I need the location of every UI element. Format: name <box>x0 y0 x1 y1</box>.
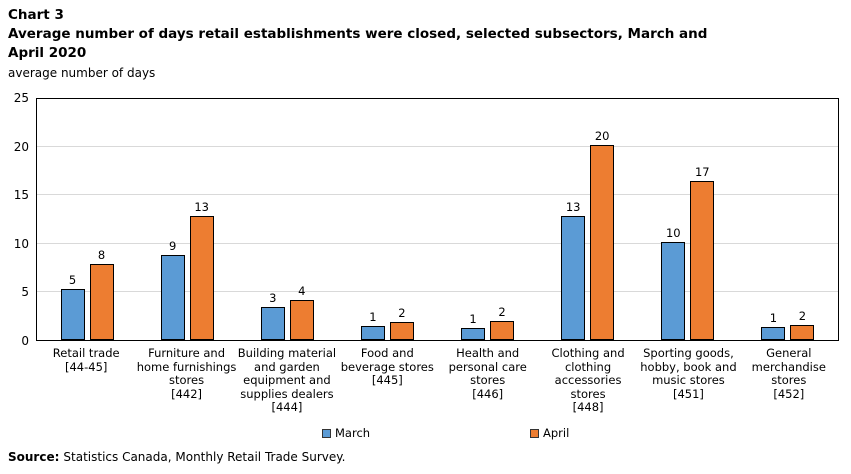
bar-value-label: 2 <box>498 305 506 319</box>
bar-value-label: 13 <box>565 200 581 214</box>
x-axis-label: Retail trade [44-45] <box>52 346 120 374</box>
gridline <box>37 243 838 244</box>
chart-title: Average number of days retail establishm… <box>8 26 708 61</box>
bar-value-label: 4 <box>298 284 306 298</box>
bar-value-label: 9 <box>169 239 177 253</box>
legend-entry: April <box>530 426 569 440</box>
y-axis-labels: 0 5 10 15 20 25 <box>0 91 29 348</box>
legend-swatch-march <box>322 428 331 438</box>
gridline <box>37 194 838 195</box>
chart-legend: March April <box>0 426 851 442</box>
x-axis-label: Sporting goods, hobby, book and music st… <box>640 346 737 401</box>
source-note: Source: Statistics Canada, Monthly Retail… <box>8 450 345 464</box>
bar-value-label: 8 <box>97 248 106 262</box>
bar: 4 <box>289 284 314 340</box>
bar-value-label: 13 <box>194 200 210 214</box>
bar: 2 <box>790 309 815 340</box>
x-axis-label: Building material and garden equipment a… <box>237 346 337 414</box>
bar-value-label: 3 <box>269 291 277 305</box>
legend-label: April <box>543 426 570 440</box>
bar: 2 <box>389 306 414 340</box>
bar-value-label: 10 <box>665 226 681 240</box>
bar: 5 <box>60 273 85 340</box>
bar: 20 <box>590 129 615 340</box>
y-axis-unit-label: average number of days <box>8 66 156 80</box>
bar: 3 <box>260 291 285 340</box>
bar-value-label: 1 <box>369 310 377 324</box>
x-axis-labels: Retail trade [44-45] Furniture and home f… <box>36 346 839 415</box>
x-axis-label: Furniture and home furnishings stores [4… <box>136 346 237 401</box>
bar-value-label: 2 <box>798 309 807 323</box>
source-label: Source: <box>8 450 60 464</box>
bar-value-label: 1 <box>469 312 477 326</box>
x-axis-label: Clothing and clothing accessories stores… <box>551 346 625 414</box>
gridline <box>37 146 838 147</box>
gridline <box>37 291 838 292</box>
x-axis-label: Health and personal care stores [446] <box>448 346 527 401</box>
bar: 8 <box>89 248 114 340</box>
x-axis-label: Food and beverage stores [445] <box>340 346 434 387</box>
chart-header: Chart 3 Average number of days retail es… <box>8 6 707 63</box>
legend-entry: March <box>322 426 370 440</box>
bar-value-label: 2 <box>398 306 406 320</box>
y-axis-tick-label: 15 <box>13 188 29 203</box>
chart-number: Chart 3 <box>8 7 64 23</box>
bar: 1 <box>761 311 786 340</box>
legend-swatch-april <box>530 428 539 438</box>
bar: 17 <box>690 165 715 340</box>
plot-area: 5 8 9 13 3 4 1 2 1 2 13 20 10 17 1 2 <box>36 98 839 341</box>
bar: 9 <box>160 239 185 340</box>
bar-groups: 5 8 9 13 3 4 1 2 1 2 13 20 10 17 1 2 <box>37 99 838 340</box>
bar: 1 <box>461 312 486 340</box>
y-axis-tick-label: 5 <box>21 285 29 300</box>
bar: 2 <box>490 305 515 340</box>
bar-group: 10 17 <box>638 99 738 340</box>
bar-group: 13 20 <box>538 99 638 340</box>
bar-value-label: 20 <box>594 129 610 143</box>
y-axis-tick-label: 10 <box>13 236 29 251</box>
source-text: Statistics Canada, Monthly Retail Trade … <box>63 450 346 464</box>
bar-group: 9 13 <box>137 99 237 340</box>
y-axis-tick-label: 0 <box>21 334 29 348</box>
x-axis-label: General merchandise stores [452] <box>751 346 826 401</box>
bar: 13 <box>561 200 586 340</box>
bar-value-label: 17 <box>694 165 710 179</box>
bar: 1 <box>360 310 385 340</box>
y-axis-tick-label: 25 <box>13 91 29 105</box>
bar-value-label: 1 <box>769 311 778 325</box>
bar-value-label: 5 <box>68 273 77 287</box>
bar: 13 <box>189 200 214 340</box>
y-axis-tick-label: 20 <box>13 139 29 154</box>
bar: 10 <box>661 226 686 340</box>
legend-label: March <box>335 426 371 440</box>
